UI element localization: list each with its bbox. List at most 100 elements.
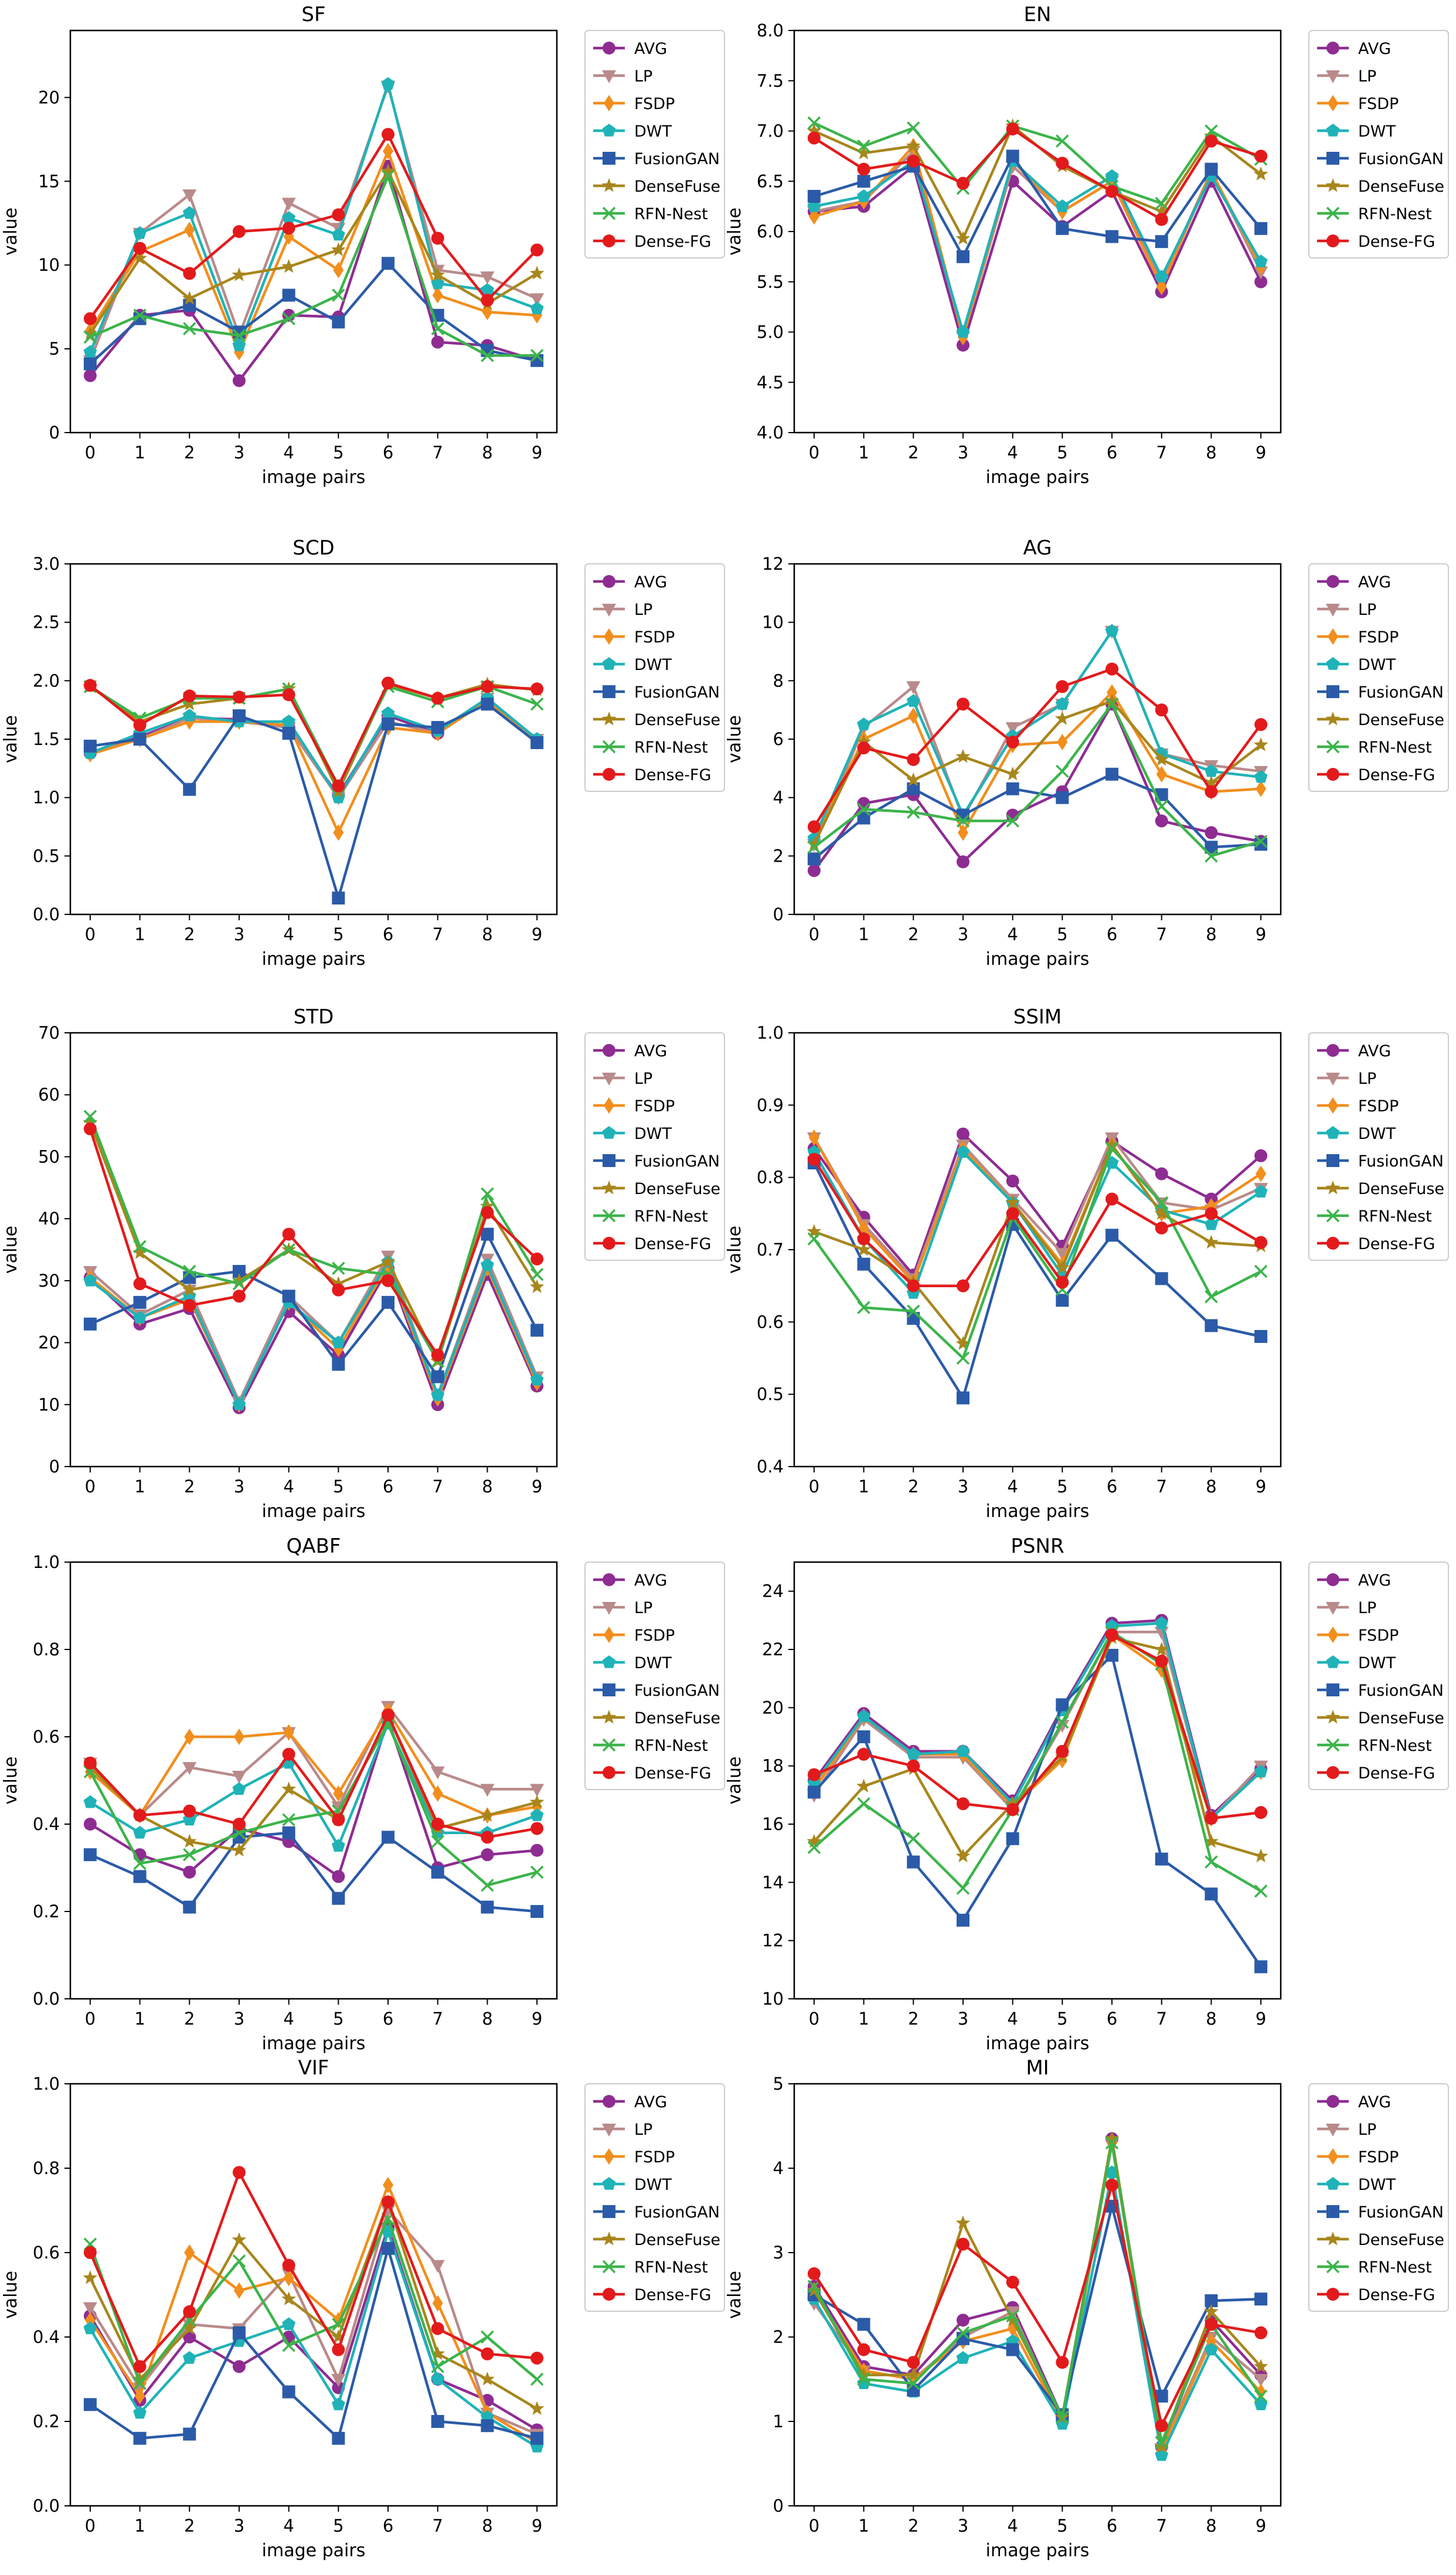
chart-ssim: SSIM 0 1 2 3 4 5 6 7 8 9 0.4 0.5 0.6 0.7 0.8 0.9 1.0 image… <box>724 1005 1449 1522</box>
legend-box <box>584 30 725 258</box>
series-line <box>89 682 538 787</box>
y-tick-label: 0 <box>49 1457 60 1477</box>
x-tick-label: 2 <box>184 2009 195 2029</box>
data-point <box>382 1831 395 1844</box>
legend-item-dwt: DWT <box>1317 1654 1396 1672</box>
data-point <box>431 1865 444 1879</box>
data-point <box>956 814 970 828</box>
data-point <box>1205 849 1218 863</box>
data-point <box>183 1804 196 1818</box>
data-point <box>431 2372 445 2385</box>
data-point <box>1155 1616 1169 1629</box>
y-axis-label: value <box>1 715 21 763</box>
legend-item-dense-fg: Dense-FG <box>593 766 711 784</box>
legend-item-dense-fg: Dense-FG <box>593 1764 711 1783</box>
legend-item-dense-fg: Dense-FG <box>1317 1235 1435 1253</box>
x-tick-label: 6 <box>383 2009 393 2029</box>
series-line <box>813 121 1262 205</box>
series-lp <box>807 2137 1268 2457</box>
x-tick-label: 3 <box>234 1477 244 1496</box>
series-fsdp <box>808 138 1267 346</box>
x-tick-label: 0 <box>85 2516 96 2536</box>
data-point <box>133 1809 147 1822</box>
data-point <box>232 267 247 281</box>
legend-item-fsdp: FSDP <box>1317 95 1399 113</box>
legend-label: FSDP <box>1358 2148 1399 2166</box>
x-tick-label: 4 <box>1007 1477 1018 1496</box>
legend-marker <box>602 740 616 754</box>
data-point <box>331 2374 346 2387</box>
data-point <box>282 211 296 224</box>
series-avg <box>83 1261 544 1414</box>
data-point <box>133 733 147 746</box>
data-point <box>431 2415 444 2428</box>
legend-label: FusionGAN <box>1358 150 1444 168</box>
legend-item-lp: LP <box>1317 601 1376 619</box>
data-point <box>1154 1642 1169 1656</box>
y-tick-label: 8 <box>773 671 784 690</box>
y-axis-label: value <box>1 1226 21 1274</box>
series-fusiongan <box>807 2199 1268 2421</box>
x-tick-label: 5 <box>1057 2009 1067 2029</box>
data-point <box>282 1227 295 1241</box>
y-tick-label: 2.5 <box>33 613 60 632</box>
data-point <box>807 2280 821 2293</box>
x-tick-label: 7 <box>1156 2516 1167 2536</box>
data-point <box>956 325 970 338</box>
data-point <box>956 855 969 869</box>
data-point <box>807 820 821 834</box>
legend-item-dwt: DWT <box>593 1125 672 1143</box>
legend-item-dense-fg: Dense-FG <box>593 2286 711 2304</box>
data-point <box>1105 185 1119 198</box>
legend-marker <box>1326 740 1340 754</box>
data-point <box>332 1358 345 1371</box>
legend-marker <box>602 1209 616 1223</box>
y-tick-label: 10 <box>762 1989 784 2009</box>
legend-marker <box>1328 1627 1338 1643</box>
data-point <box>1105 230 1119 243</box>
data-point <box>956 176 969 190</box>
series-line <box>89 175 538 357</box>
x-tick-label: 0 <box>809 443 819 462</box>
data-point <box>1205 826 1218 839</box>
y-tick-label: 22 <box>762 1639 784 1659</box>
x-tick-label: 6 <box>1107 1477 1117 1496</box>
x-tick-label: 3 <box>958 2009 968 2029</box>
x-tick-label: 8 <box>482 1477 492 1496</box>
legend-box <box>1308 563 1449 792</box>
legend-marker <box>1326 124 1340 137</box>
legend-marker <box>1326 1044 1339 1057</box>
data-point <box>383 2176 394 2193</box>
legend-marker <box>604 2148 614 2165</box>
series-fsdp <box>84 142 543 360</box>
series-line <box>89 1705 538 1817</box>
data-point <box>857 741 870 754</box>
legend-marker <box>1326 1602 1340 1615</box>
series-line <box>89 83 538 353</box>
y-axis-label: value <box>1 208 21 256</box>
x-tick-label: 3 <box>234 2009 244 2029</box>
y-tick-label: 15 <box>38 171 60 191</box>
legend-label: AVG <box>1358 573 1391 591</box>
data-point <box>1205 2342 1218 2356</box>
series-line <box>89 2217 538 2385</box>
y-axis-label: value <box>724 208 745 256</box>
data-point <box>807 123 822 137</box>
legend-item-lp: LP <box>593 601 652 619</box>
legend-item-avg: AVG <box>1317 2093 1391 2111</box>
data-point <box>1006 149 1019 163</box>
data-point <box>1254 222 1268 235</box>
series-line <box>89 149 538 354</box>
legend-label: Dense-FG <box>1358 233 1435 251</box>
data-point <box>133 241 147 255</box>
legend-item-densefuse: DenseFuse <box>1317 178 1444 196</box>
y-tick-label: 8.0 <box>757 21 784 40</box>
data-point <box>83 330 97 344</box>
data-point <box>332 1261 345 1275</box>
data-point <box>1104 1137 1120 1151</box>
y-tick-label: 3 <box>773 2243 784 2263</box>
legend-item-densefuse: DenseFuse <box>1317 2231 1444 2249</box>
data-point <box>431 2322 444 2335</box>
chart-title: SF <box>301 3 325 26</box>
legend-label: AVG <box>634 1571 667 1590</box>
